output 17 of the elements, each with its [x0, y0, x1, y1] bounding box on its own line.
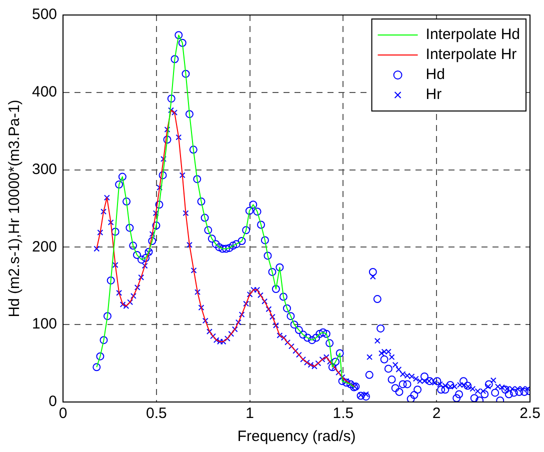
legend-label: Hd: [426, 66, 445, 84]
legend-label: Interpolate Hd: [426, 26, 520, 44]
x-tick-label: 2: [432, 405, 441, 422]
y-tick-label: 300: [32, 160, 58, 178]
y-axis-title: Hd (m2.s-1),Hr 10000*(m3.Pa-1): [6, 100, 24, 318]
y-tick-label: 400: [32, 84, 58, 101]
y-tick-label: 500: [32, 6, 58, 24]
x-tick-label: 0.5: [146, 405, 167, 422]
x-axis-title: Frequency (rad/s): [237, 428, 356, 446]
x-tick-label: 1: [246, 405, 254, 422]
legend-label: Hr: [426, 86, 442, 104]
x-tick-label: 1.5: [332, 405, 354, 422]
y-tick-label: 0: [48, 393, 58, 410]
y-tick-label: 200: [32, 238, 58, 256]
legend-label: Interpolate Hr: [426, 46, 517, 64]
x-tick-label: 2.5: [520, 405, 540, 422]
y-tick-label: 100: [32, 316, 58, 333]
